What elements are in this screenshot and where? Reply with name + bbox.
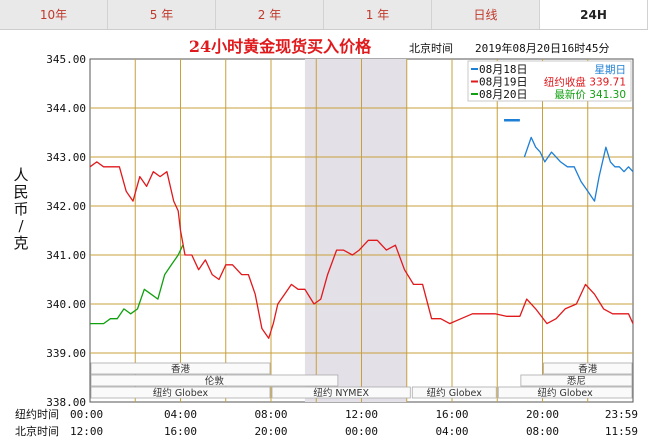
- market-session: 伦敦: [90, 374, 339, 387]
- y-tick-label: 338.00: [46, 396, 86, 409]
- market-box: [543, 362, 633, 375]
- y-tick-label: 345.00: [46, 53, 86, 66]
- market-box: [271, 386, 411, 399]
- y-tick-label: 343.00: [46, 151, 86, 164]
- legend-date: 08月19日: [479, 76, 528, 89]
- legend: 08月18日 星期日 08月19日 纽约收盘 339.71 08月20日 最新价 341.…: [467, 60, 632, 102]
- ny-tick-label: 20:00: [526, 408, 559, 421]
- ny-time-label: 纽约时间: [15, 407, 59, 421]
- market-label: 香港: [578, 363, 598, 375]
- market-session: 纽约 Globex: [411, 386, 497, 399]
- tab-daily[interactable]: 日线: [432, 0, 540, 29]
- market-box: [90, 386, 271, 399]
- ny-tick-label: 23:59: [605, 408, 638, 421]
- bj-time-label: 北京时间: [15, 424, 59, 438]
- series-line-3: [90, 244, 184, 325]
- market-box: [90, 374, 339, 387]
- tab-5-years[interactable]: 5 年: [108, 0, 216, 29]
- market-session: 悉尼: [520, 374, 633, 387]
- market-label: 香港: [171, 363, 191, 375]
- tab-1-year[interactable]: 1 年: [324, 0, 432, 29]
- ny-tick-label: 00:00: [70, 408, 103, 421]
- market-box: [90, 362, 271, 375]
- gold-price-chart: 345.00 344.00 343.00 342.00 341.00 340.00 339.…: [13, 37, 638, 438]
- tab-2-years[interactable]: 2 年: [216, 0, 324, 29]
- series-line-2: [89, 161, 634, 339]
- market-label: 悉尼: [567, 375, 586, 387]
- y-tick-label: 344.00: [46, 102, 86, 115]
- legend-text: 纽约收盘 339.71: [544, 76, 626, 89]
- y-tick-label: 339.00: [46, 347, 86, 360]
- period-tabs: 10年 5 年 2 年 1 年 日线 24H: [0, 0, 648, 30]
- tab-24h[interactable]: 24H: [540, 0, 648, 29]
- time-value: 2019年08月20日16时45分: [475, 41, 609, 55]
- ny-tick-label: 08:00: [254, 408, 287, 421]
- bj-tick-label: 16:00: [164, 425, 197, 438]
- market-label: 伦敦: [205, 375, 225, 387]
- bj-tick-label: 00:00: [345, 425, 378, 438]
- time-label: 北京时间: [409, 41, 453, 55]
- legend-text: 星期日: [595, 64, 627, 76]
- legend-text: 最新价 341.30: [554, 88, 626, 101]
- bj-tick-label: 20:00: [254, 425, 287, 438]
- market-session: 香港: [543, 362, 633, 375]
- market-session: 纽约 Globex: [90, 386, 271, 399]
- market-box: [411, 386, 497, 399]
- y-axis-title: 人民币/克: [13, 166, 28, 252]
- y-tick-label: 341.00: [46, 249, 86, 262]
- legend-date: 08月20日: [479, 88, 528, 101]
- legend-box: [467, 60, 632, 102]
- bj-tick-label: 08:00: [526, 425, 559, 438]
- ny-tick-label: 16:00: [435, 408, 468, 421]
- market-box: [497, 386, 633, 399]
- tab-10-years[interactable]: 10年: [0, 0, 108, 29]
- legend-date: 08月18日: [479, 63, 528, 76]
- y-tick-label: 342.00: [46, 200, 86, 213]
- market-label: 纽约 Globex: [538, 387, 594, 399]
- market-label: 纽约 Globex: [427, 387, 483, 399]
- ny-tick-label: 04:00: [164, 408, 197, 421]
- market-box: [520, 374, 633, 387]
- ny-tick-label: 12:00: [345, 408, 378, 421]
- market-session: 香港: [90, 362, 271, 375]
- market-label: 纽约 Globex: [153, 387, 209, 399]
- market-session: 纽约 NYMEX: [271, 386, 411, 399]
- session-highlight: [304, 59, 407, 402]
- chart-title: 24小时黄金现货买入价格: [189, 37, 372, 56]
- bj-tick-label: 04:00: [435, 425, 468, 438]
- market-session: 纽约 Globex: [497, 386, 633, 399]
- market-label: 纽约 NYMEX: [313, 387, 369, 399]
- bj-tick-label: 12:00: [70, 425, 103, 438]
- bj-tick-label: 11:59: [605, 425, 638, 438]
- y-tick-label: 340.00: [46, 298, 86, 311]
- series-line-1: [523, 136, 634, 202]
